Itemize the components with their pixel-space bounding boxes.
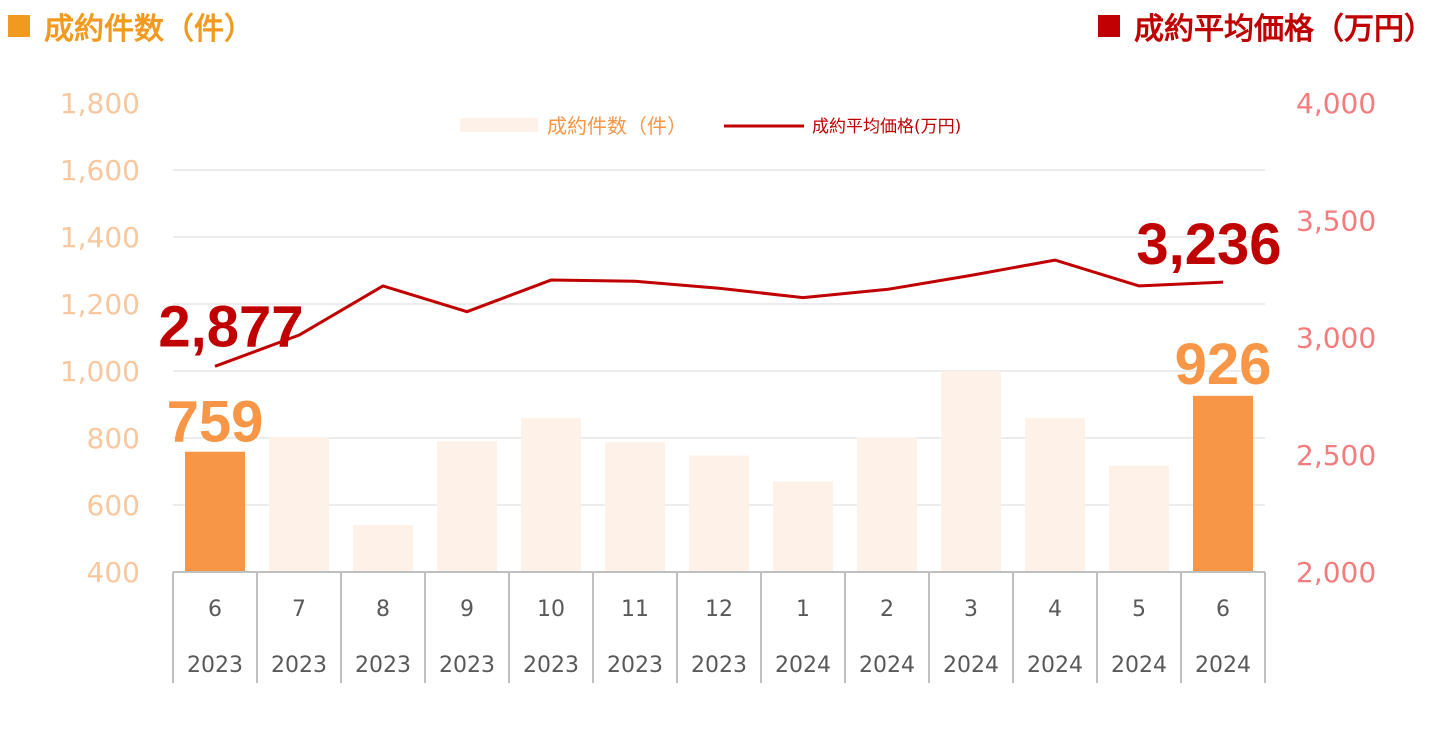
x-tick-year: 2023 [187, 653, 243, 678]
x-tick-year: 2024 [1195, 653, 1251, 678]
right-axis-title-text: 成約平均価格（万円） [1134, 12, 1434, 47]
x-tick-year: 2024 [775, 653, 831, 678]
x-tick-month: 4 [1048, 597, 1062, 622]
x-tick-year: 2023 [271, 653, 327, 678]
x-tick-month: 6 [208, 597, 222, 622]
x-tick-year: 2023 [607, 653, 663, 678]
bar [353, 525, 413, 572]
x-tick-year: 2024 [1027, 653, 1083, 678]
x-tick-year: 2024 [859, 653, 915, 678]
bar [1025, 417, 1085, 572]
line-legend-swatch [1098, 15, 1120, 37]
left-tick-label: 1,800 [60, 87, 140, 120]
price-line [214, 258, 1224, 368]
left-tick-label: 400 [87, 556, 140, 589]
left-tick-label: 1,600 [60, 154, 140, 187]
x-tick-year: 2023 [691, 653, 747, 678]
right-tick-label: 2,500 [1296, 439, 1376, 472]
x-tick-year: 2023 [355, 653, 411, 678]
line-label-first: 2,877 [158, 294, 303, 359]
right-axis-title: 成約平均価格（万円） [1098, 4, 1434, 48]
bar-series [185, 371, 1253, 572]
bar [689, 455, 749, 572]
bar [521, 417, 581, 572]
x-tick-month: 3 [964, 597, 978, 622]
x-tick-year: 2023 [439, 653, 495, 678]
x-tick-month: 7 [292, 597, 306, 622]
gridlines [173, 169, 1265, 506]
bar [185, 451, 245, 572]
legend-line-label: 成約平均価格(万円) [812, 117, 961, 137]
legend-bar-label: 成約件数（件） [547, 114, 687, 138]
x-tick-month: 8 [376, 597, 390, 622]
x-tick-month: 1 [796, 597, 810, 622]
data-labels: 759 926 2,877 3,236 [158, 212, 1281, 455]
right-tick-label: 2,000 [1296, 556, 1376, 589]
bar-label-last: 926 [1175, 332, 1272, 397]
x-tick-month: 5 [1132, 597, 1146, 622]
x-tick-month: 9 [460, 597, 474, 622]
left-tick-label: 800 [87, 422, 140, 455]
x-tick-month: 11 [621, 597, 649, 622]
left-axis-title-text: 成約件数（件） [44, 12, 254, 47]
x-tick-year: 2024 [943, 653, 999, 678]
line-series [214, 258, 1224, 368]
right-tick-label: 4,000 [1296, 87, 1376, 120]
x-tick-year: 2023 [523, 653, 579, 678]
legend-bar-swatch [460, 118, 538, 132]
x-tick-month: 10 [537, 597, 565, 622]
bar [269, 436, 329, 572]
bar [1109, 465, 1169, 572]
left-y-axis: 400 600 800 1,000 1,200 1,400 1,600 1,800 [60, 87, 140, 589]
legend: 成約件数（件） 成約平均価格(万円) [460, 114, 961, 138]
x-tick-year: 2024 [1111, 653, 1167, 678]
x-axis: 6202372023820239202310202311202312202312… [172, 571, 1266, 683]
right-tick-label: 3,500 [1296, 204, 1376, 237]
bar-label-first: 759 [167, 390, 264, 455]
right-tick-label: 3,000 [1296, 322, 1376, 355]
left-tick-label: 600 [87, 489, 140, 522]
left-axis-title: 成約件数（件） [8, 4, 254, 48]
left-tick-label: 1,000 [60, 355, 140, 388]
left-tick-label: 1,200 [60, 288, 140, 321]
bar [1193, 395, 1253, 572]
bar [605, 442, 665, 572]
bar [437, 441, 497, 572]
right-y-axis: 2,000 2,500 3,000 3,500 4,000 [1296, 87, 1376, 589]
bar-legend-swatch [8, 15, 30, 37]
x-tick-month: 2 [880, 597, 894, 622]
bar [941, 371, 1001, 572]
x-tick-month: 12 [705, 597, 733, 622]
left-tick-label: 1,400 [60, 221, 140, 254]
x-tick-month: 6 [1216, 597, 1230, 622]
line-label-last: 3,236 [1136, 212, 1281, 277]
bar [857, 437, 917, 572]
bar [773, 481, 833, 572]
